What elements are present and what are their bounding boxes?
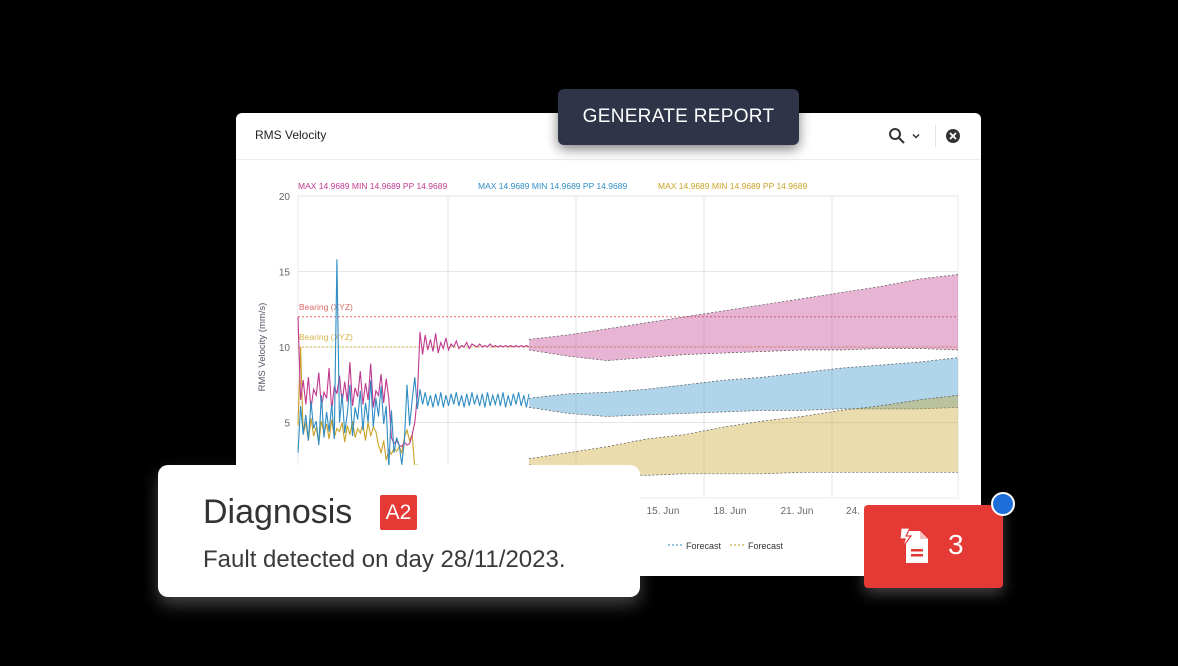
y-tick-label: 5 <box>284 419 290 430</box>
diagnosis-card: Diagnosis A2 Fault detected on day 28/11… <box>158 465 640 597</box>
forecast-band <box>529 274 958 361</box>
close-circle-icon[interactable] <box>945 128 961 144</box>
search-icon[interactable] <box>888 127 906 145</box>
report-badge-button[interactable]: 3 <box>864 505 1003 588</box>
forecast-lower-line <box>528 407 959 417</box>
forecast-band <box>529 357 958 417</box>
history-series-line <box>297 259 530 468</box>
diagnosis-badge: A2 <box>380 495 417 530</box>
forecast-upper-line <box>528 394 959 460</box>
y-tick-label: 15 <box>279 268 291 279</box>
x-tick-label: 24. <box>846 506 860 517</box>
history-series-line <box>297 346 530 470</box>
card-header: RMS Velocity <box>236 113 981 160</box>
y-axis-label: RMS Velocity (mm/s) <box>257 303 268 392</box>
diagnosis-text: Fault detected on day 28/11/2023. <box>203 546 566 573</box>
y-tick-label: 20 <box>279 192 291 203</box>
legend-label: Forecast <box>748 541 784 551</box>
report-count: 3 <box>948 529 964 560</box>
forecast-upper-line <box>528 274 959 340</box>
stats-label: MAX 14.9689 MIN 14.9689 PP 14.9689 <box>658 181 807 191</box>
legend-label: Forecast <box>686 541 722 551</box>
threshold-label: Bearing (XYZ) <box>299 302 353 312</box>
y-tick-label: 10 <box>279 343 291 354</box>
diagnosis-title: Diagnosis <box>203 493 353 531</box>
forecast-band <box>529 395 958 476</box>
notification-dot <box>991 492 1015 516</box>
stats-label: MAX 14.9689 MIN 14.9689 PP 14.9689 <box>478 181 627 191</box>
forecast-lower-line <box>528 348 959 361</box>
x-tick-label: 21. Jun <box>781 506 814 517</box>
chevron-down-icon[interactable] <box>910 130 922 142</box>
generate-report-button[interactable]: GENERATE REPORT <box>558 89 799 145</box>
x-tick-label: 15. Jun <box>647 506 680 517</box>
header-divider <box>935 125 936 147</box>
file-alert-icon <box>899 527 928 563</box>
rms-velocity-chart: 20 15 10 5 RMS Velocity (mm/s) 15. Jun 18. Jun… <box>257 181 959 551</box>
x-tick-label: 18. Jun <box>714 506 747 517</box>
stats-label: MAX 14.9689 MIN 14.9689 PP 14.9689 <box>298 181 447 191</box>
threshold-label: Bearing (XYZ) <box>299 332 353 342</box>
history-series-line <box>297 316 530 448</box>
card-title: RMS Velocity <box>255 128 327 142</box>
